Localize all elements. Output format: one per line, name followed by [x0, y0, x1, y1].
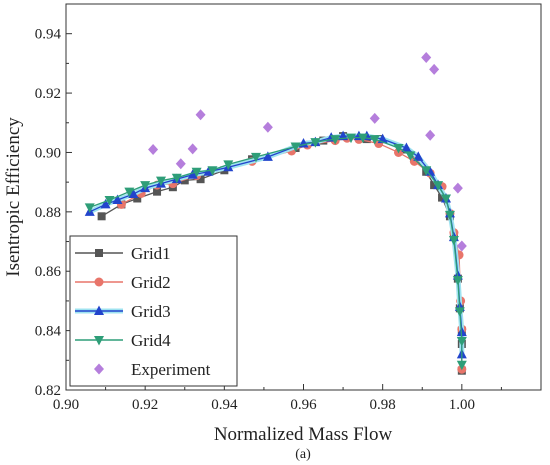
data-point	[369, 112, 380, 124]
data-point	[97, 212, 106, 221]
panel-label: (a)	[295, 447, 311, 462]
data-point	[398, 145, 407, 154]
data-point	[207, 166, 218, 176]
data-point	[195, 109, 206, 121]
data-point	[156, 176, 166, 187]
x-tick-label: 0.94	[211, 397, 238, 413]
data-point	[133, 194, 142, 203]
data-point	[369, 135, 380, 145]
data-point	[84, 203, 95, 213]
data-point	[425, 166, 436, 176]
legend-item: Grid1	[75, 244, 171, 263]
data-point	[452, 182, 463, 194]
x-tick-label: 1.00	[449, 397, 475, 413]
data-point	[425, 129, 436, 141]
data-point	[448, 236, 459, 246]
data-point	[452, 276, 463, 286]
legend-item: Grid2	[75, 273, 171, 292]
data-point	[310, 138, 321, 148]
data-point	[430, 181, 439, 190]
data-point	[438, 193, 447, 202]
y-tick-label: 0.92	[35, 86, 61, 102]
series-experiment	[148, 51, 467, 252]
data-point	[180, 176, 189, 185]
data-point	[100, 198, 111, 209]
data-point	[140, 181, 151, 191]
legend-marker	[95, 249, 103, 257]
data-point	[444, 210, 455, 221]
y-tick-label: 0.90	[35, 145, 61, 161]
data-point	[405, 151, 416, 161]
legend-item: Experiment	[94, 360, 211, 379]
data-point	[251, 152, 261, 163]
data-point	[171, 173, 182, 184]
y-tick-label: 0.82	[35, 383, 61, 399]
data-point	[104, 195, 115, 206]
legend-marker	[94, 277, 104, 287]
data-point	[421, 51, 432, 63]
series-layer	[84, 51, 467, 375]
x-tick-label: 0.96	[290, 397, 317, 413]
y-axis-label: Isentropic Efficiency	[3, 117, 24, 277]
legend-marker	[94, 305, 104, 315]
data-point	[128, 188, 139, 199]
data-point	[330, 135, 341, 145]
data-point	[421, 166, 432, 176]
x-axis: 0.90 0.92 0.94 0.96 0.98 1.00	[53, 384, 502, 413]
data-point	[191, 167, 202, 178]
legend-label: Grid4	[131, 331, 171, 350]
x-tick-label: 0.92	[132, 397, 158, 413]
data-point	[393, 144, 404, 154]
data-point	[456, 337, 467, 347]
data-point	[112, 194, 123, 204]
legend-marker	[94, 363, 104, 375]
legend: Grid1 Grid2 Grid3 Grid4 Experiment	[69, 235, 238, 387]
data-point	[429, 63, 440, 75]
data-point	[290, 142, 301, 153]
legend-item: Grid4	[75, 331, 171, 350]
legend-item: Grid3	[75, 302, 171, 321]
data-point	[441, 194, 451, 204]
data-point	[262, 151, 273, 161]
series-grid4	[84, 133, 467, 371]
data-point	[124, 187, 135, 198]
y-tick-label: 0.86	[35, 264, 62, 280]
y-tick-label: 0.94	[35, 27, 62, 43]
y-tick-label: 0.88	[35, 205, 61, 221]
legend-label: Grid2	[131, 273, 171, 292]
data-point	[456, 240, 467, 252]
data-point	[454, 307, 465, 317]
data-point	[413, 151, 424, 161]
y-axis: 0.82 0.84 0.86 0.88 0.90 0.92 0.94	[35, 27, 72, 399]
legend-label: Grid3	[131, 302, 171, 321]
data-point	[262, 121, 273, 133]
x-tick-label: 0.98	[370, 397, 396, 413]
data-point	[433, 181, 444, 191]
data-point	[153, 187, 162, 196]
legend-marker	[94, 336, 104, 346]
data-point	[401, 142, 412, 153]
legend-label: Experiment	[131, 360, 211, 379]
data-point	[148, 143, 159, 155]
x-axis-label: Normalized Mass Flow	[214, 424, 393, 445]
y-tick-label: 0.84	[35, 324, 62, 340]
data-point	[223, 160, 234, 170]
data-point	[346, 133, 356, 144]
data-point	[196, 175, 205, 184]
legend-label: Grid1	[131, 244, 171, 263]
data-point	[187, 169, 198, 179]
data-point	[187, 143, 198, 155]
data-point	[175, 158, 186, 170]
data-point	[456, 360, 467, 371]
data-point	[357, 133, 368, 144]
x-tick-label: 0.90	[53, 397, 79, 413]
